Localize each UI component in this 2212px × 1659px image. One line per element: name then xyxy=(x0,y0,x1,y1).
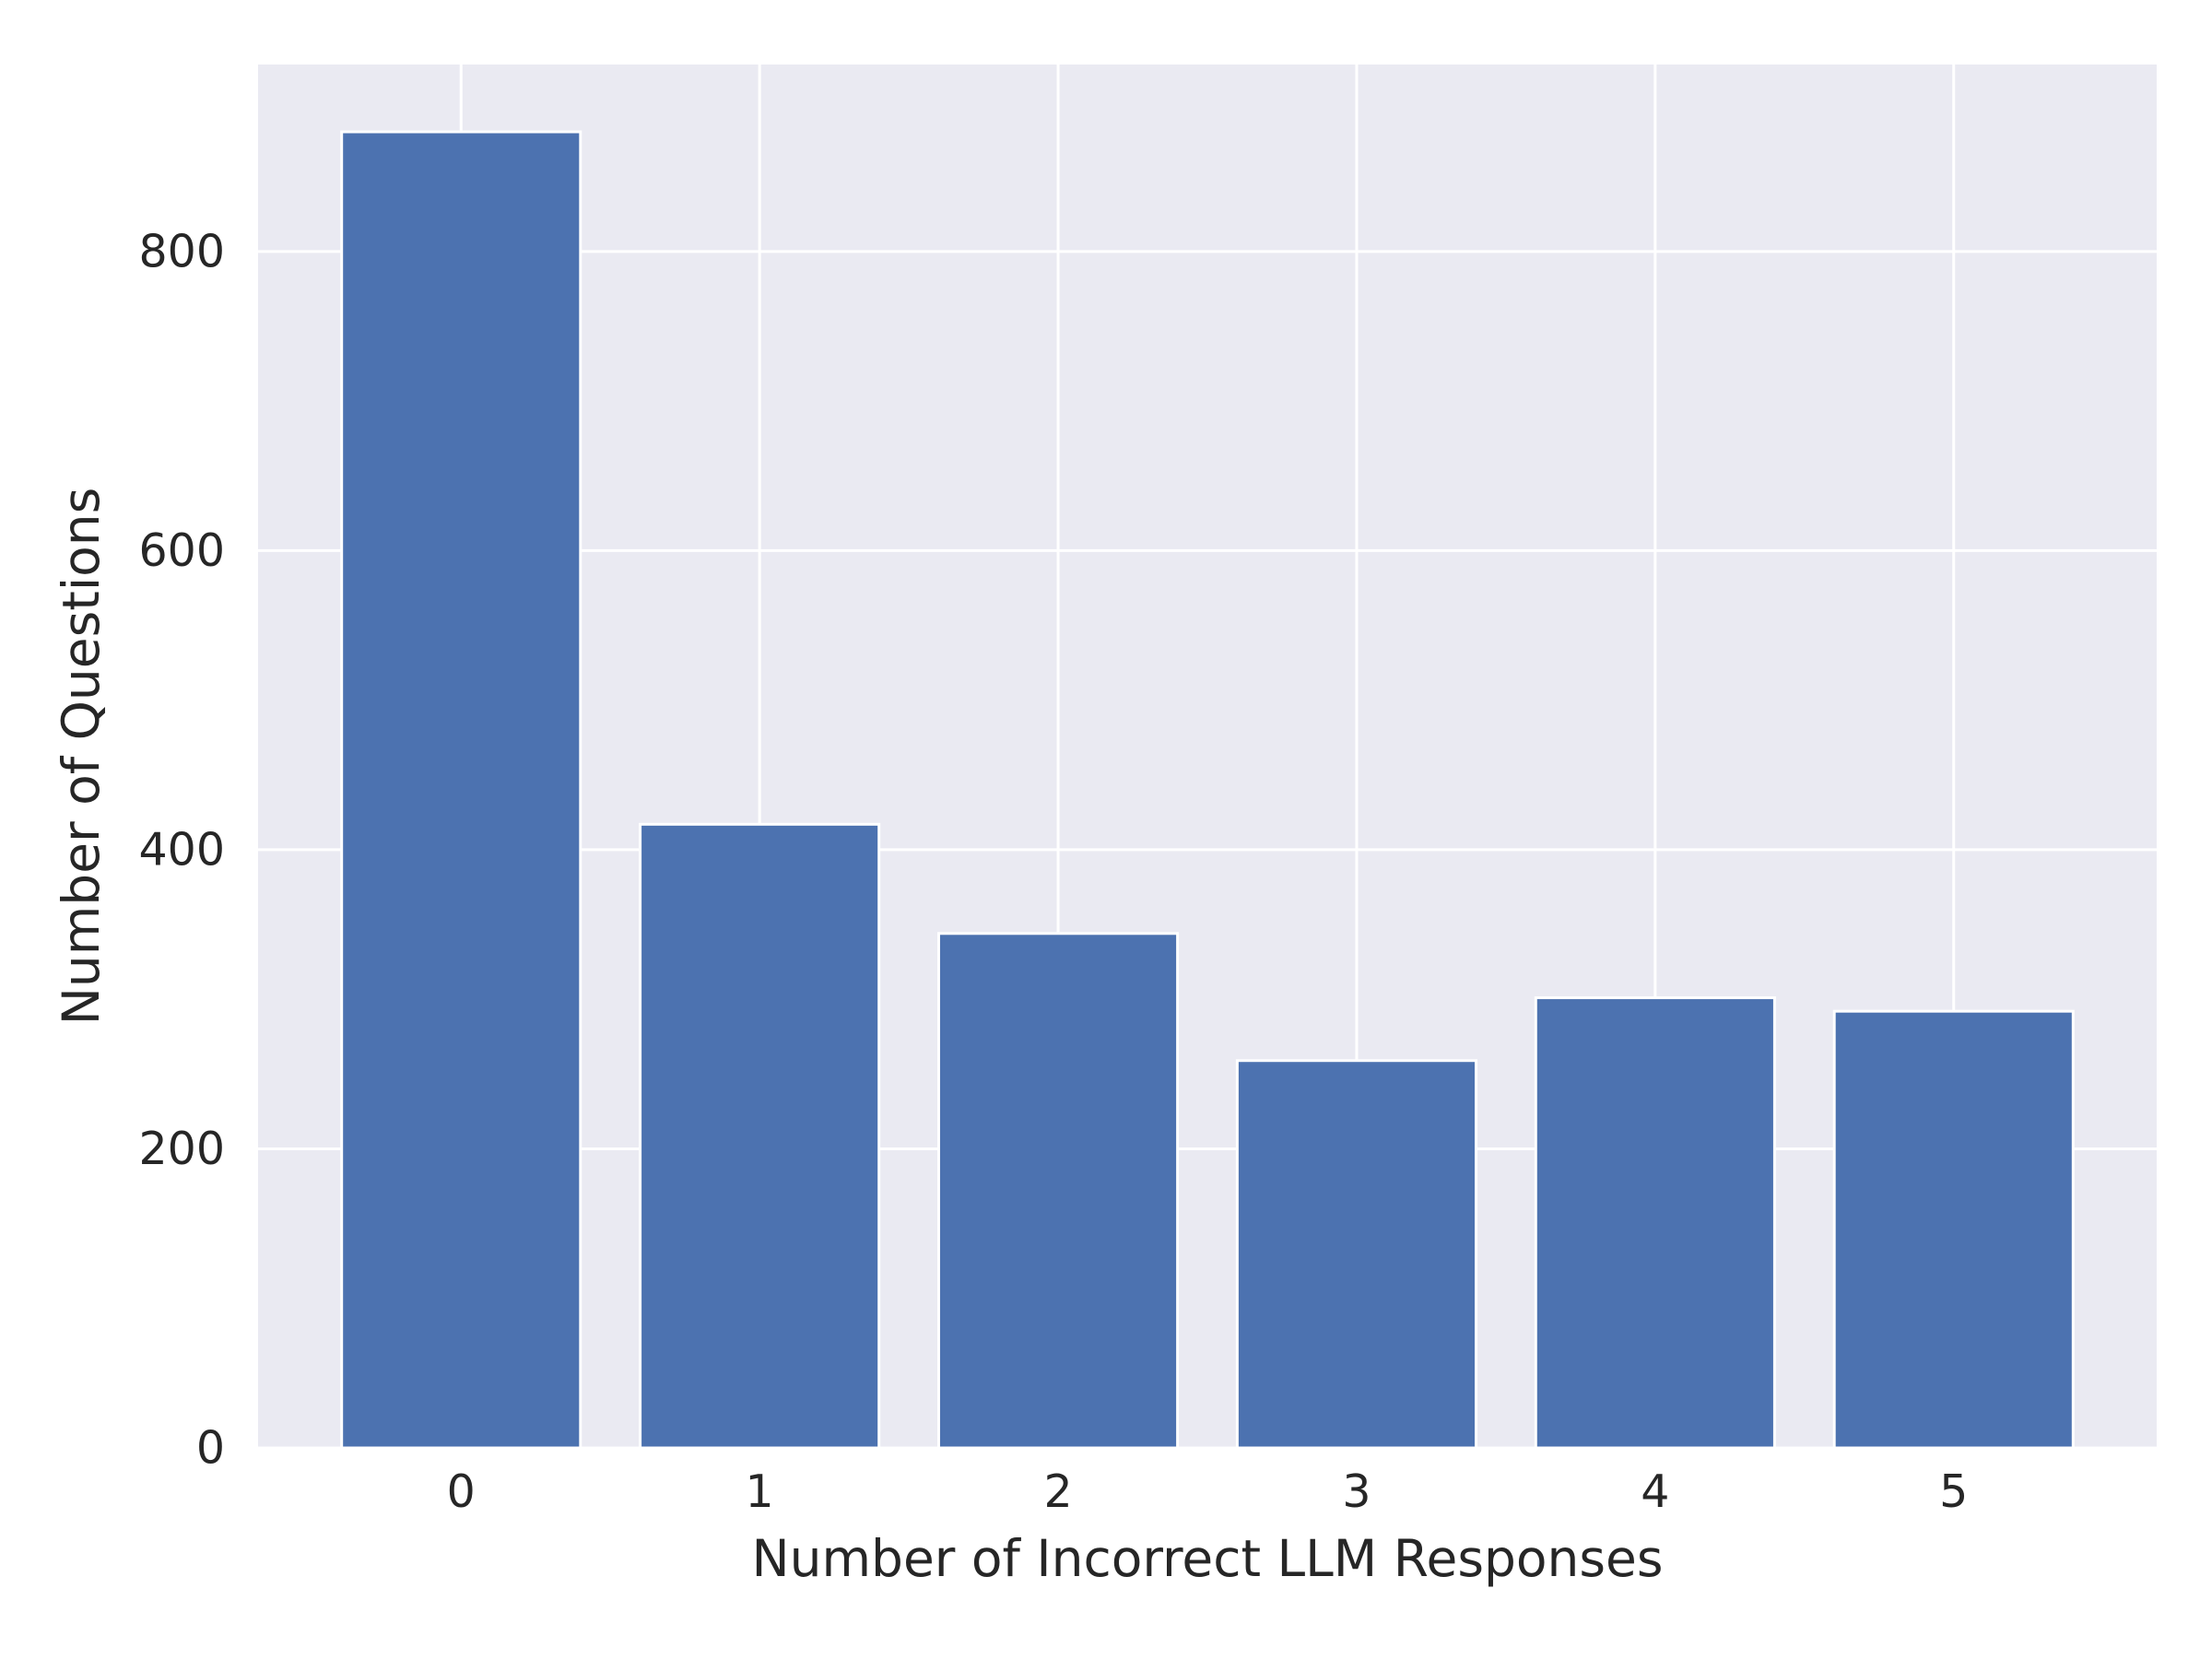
x-tick-label: 2 xyxy=(1043,1465,1072,1518)
x-tick-label: 0 xyxy=(447,1465,476,1518)
y-axis-ticks: 0 200 400 600 800 xyxy=(138,225,225,1474)
bar-3 xyxy=(1235,1059,1478,1450)
y-tick-label: 200 xyxy=(138,1123,225,1175)
x-axis-ticks: 0 1 2 3 4 5 xyxy=(447,1465,1969,1518)
y-tick-label: 400 xyxy=(138,823,225,876)
x-tick-label: 1 xyxy=(746,1465,774,1518)
bar-1 xyxy=(639,822,881,1450)
y-tick-label: 800 xyxy=(138,225,225,277)
bar-4 xyxy=(1534,996,1776,1450)
bar-0 xyxy=(340,130,582,1450)
y-tick-label: 0 xyxy=(196,1422,225,1475)
x-tick-label: 3 xyxy=(1342,1465,1371,1518)
bar-2 xyxy=(936,932,1180,1450)
y-axis-label: Number of Questions xyxy=(52,488,111,1026)
bars xyxy=(340,130,2075,1450)
y-tick-label: 600 xyxy=(138,524,225,577)
bar-5 xyxy=(1832,1009,2075,1450)
x-axis-label: Number of Incorrect LLM Responses xyxy=(751,1529,1663,1588)
x-tick-label: 4 xyxy=(1641,1465,1669,1518)
x-tick-label: 5 xyxy=(1939,1465,1968,1518)
